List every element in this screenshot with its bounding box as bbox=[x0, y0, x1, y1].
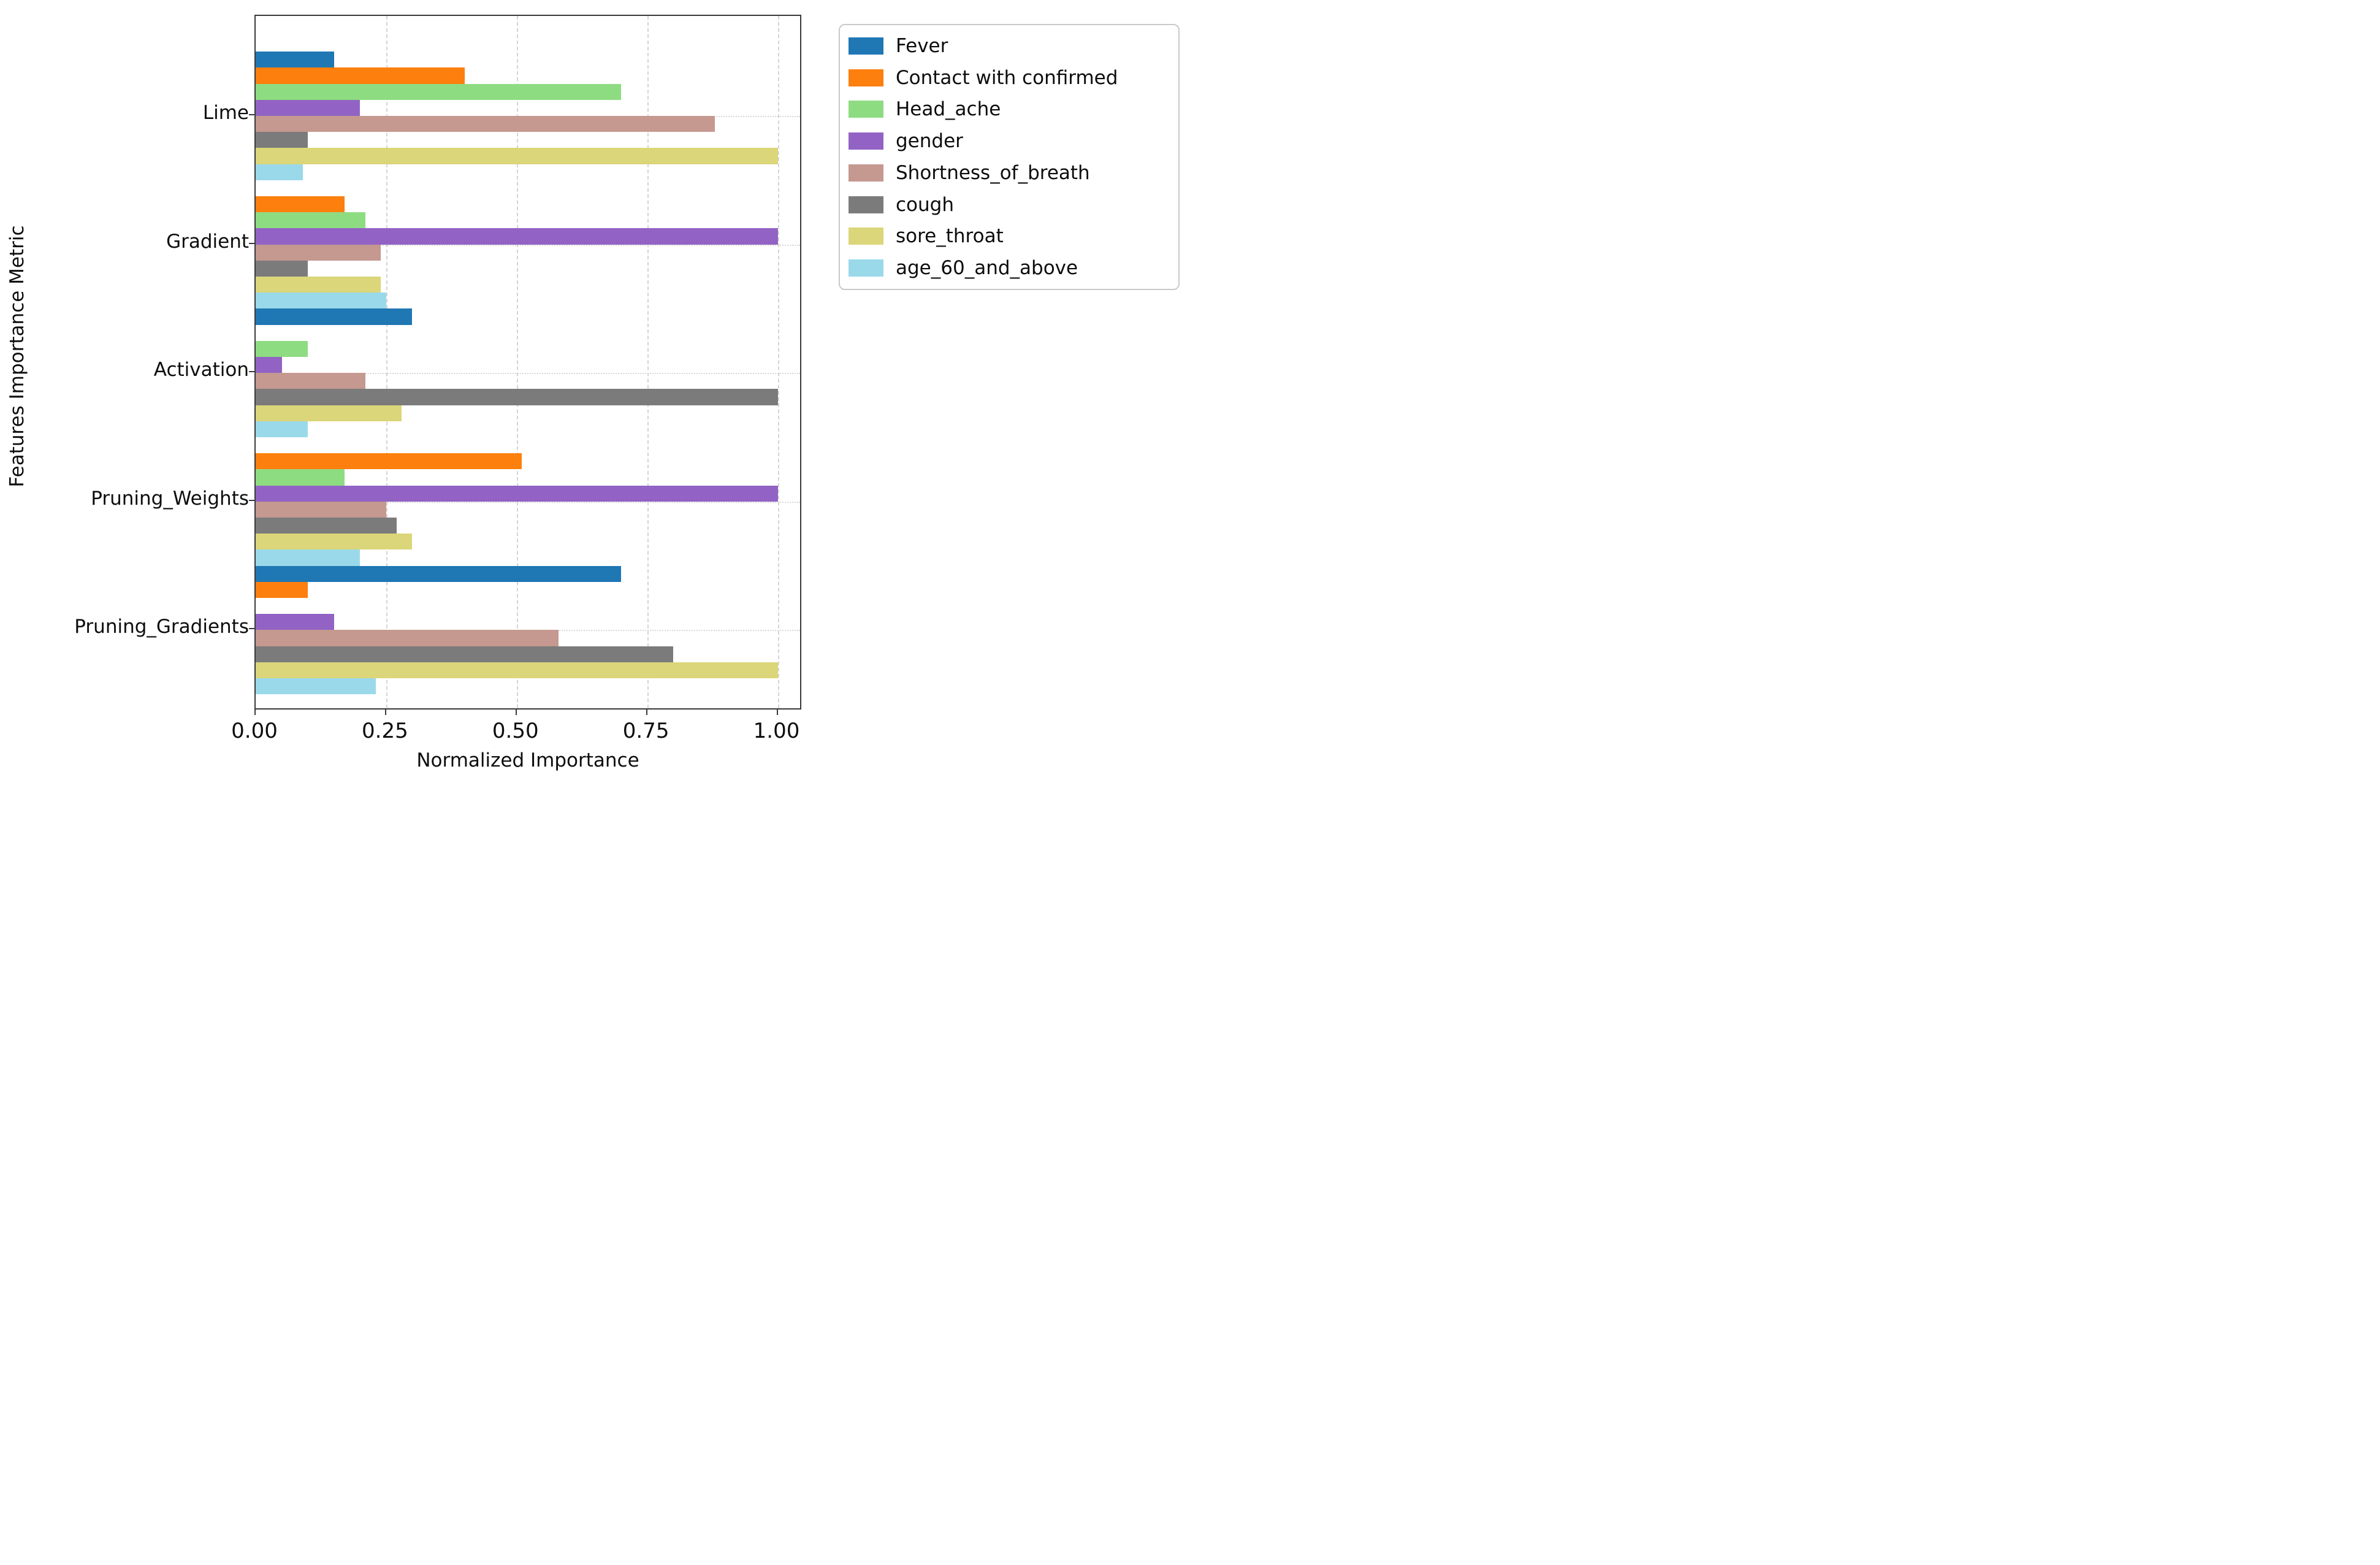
y-tick-label-Lime: Lime bbox=[202, 102, 249, 124]
y-gridline-Pruning_Weights bbox=[256, 501, 800, 503]
y-tick-mark-Gradient bbox=[249, 242, 254, 244]
legend-label-cough: cough bbox=[896, 193, 954, 216]
bar-Pruning_Weights-Contact with confirmed bbox=[256, 453, 522, 470]
bar-Pruning_Weights-gender bbox=[256, 485, 778, 502]
bar-Lime-Head_ache bbox=[256, 83, 622, 100]
x-tick-mark-1.00 bbox=[776, 710, 778, 715]
bar-Pruning_Gradients-gender bbox=[256, 614, 334, 630]
bar-Pruning_Weights-Head_ache bbox=[256, 469, 345, 486]
y-tick-mark-Pruning_Gradients bbox=[249, 628, 254, 630]
bar-Activation-age_60_and_above bbox=[256, 421, 308, 437]
x-tick-mark-0.25 bbox=[384, 710, 386, 715]
y-tick-mark-Pruning_Weights bbox=[249, 499, 254, 501]
bar-Gradient-gender bbox=[256, 228, 778, 245]
legend-item-Fever: Fever bbox=[849, 33, 1172, 59]
bar-Activation-Fever bbox=[256, 308, 413, 325]
y-tick-label-Activation: Activation bbox=[153, 359, 249, 381]
y-tick-label-Gradient: Gradient bbox=[166, 230, 249, 253]
bar-Activation-Head_ache bbox=[256, 340, 308, 357]
bar-Activation-sore_throat bbox=[256, 405, 402, 421]
figure: 0.00 0.25 0.50 0.75 1.00 Lime Gradient Activati… bbox=[0, 0, 1190, 782]
legend-label-Fever: Fever bbox=[896, 35, 948, 57]
bar-Gradient-Shortness_of_breath bbox=[256, 244, 381, 261]
bar-Lime-Fever bbox=[256, 52, 334, 68]
bar-Gradient-cough bbox=[256, 260, 308, 277]
x-gridline-0.75 bbox=[647, 16, 649, 708]
x-tick-label-0.25: 0.25 bbox=[362, 719, 408, 743]
y-gridline-Activation bbox=[256, 373, 800, 375]
x-tick-mark-0.75 bbox=[646, 710, 647, 715]
x-gridline-1.00 bbox=[777, 16, 779, 708]
x-tick-label-0.75: 0.75 bbox=[622, 719, 669, 743]
x-tick-label-0.00: 0.00 bbox=[231, 719, 278, 743]
legend-item-sore_throat: sore_throat bbox=[849, 223, 1172, 250]
x-tick-mark-0.00 bbox=[254, 710, 256, 715]
bar-Activation-cough bbox=[256, 389, 778, 405]
bar-Pruning_Weights-age_60_and_above bbox=[256, 549, 360, 566]
legend-item-age_60_and_above: age_60_and_above bbox=[849, 254, 1172, 281]
x-gridline-0.50 bbox=[516, 16, 518, 708]
bar-Gradient-Head_ache bbox=[256, 212, 365, 229]
bar-Pruning_Weights-sore_throat bbox=[256, 534, 413, 550]
legend-label-age_60_and_above: age_60_and_above bbox=[896, 256, 1078, 279]
legend-label-Head_ache: Head_ache bbox=[896, 98, 1001, 121]
y-tick-mark-Lime bbox=[249, 114, 254, 115]
legend-swatch-cough bbox=[849, 196, 883, 213]
x-axis-title: Normalized Importance bbox=[416, 749, 639, 771]
legend-label-Shortness_of_breath: Shortness_of_breath bbox=[896, 161, 1090, 184]
bar-Activation-Shortness_of_breath bbox=[256, 373, 365, 389]
legend-swatch-age_60_and_above bbox=[849, 259, 883, 277]
bar-Gradient-Contact with confirmed bbox=[256, 196, 345, 213]
bar-Pruning_Gradients-cough bbox=[256, 646, 674, 662]
bar-Pruning_Gradients-Shortness_of_breath bbox=[256, 630, 559, 646]
plot-area bbox=[254, 15, 801, 710]
legend-swatch-Contact with confirmed bbox=[849, 69, 883, 86]
y-axis-title: Features Importance Metric bbox=[6, 225, 28, 488]
x-tick-mark-0.50 bbox=[515, 710, 517, 715]
legend-item-Shortness_of_breath: Shortness_of_breath bbox=[849, 159, 1172, 186]
y-gridline-Gradient bbox=[256, 244, 800, 246]
bar-Lime-Contact with confirmed bbox=[256, 67, 465, 84]
legend-label-Contact with confirmed: Contact with confirmed bbox=[896, 66, 1118, 89]
bar-Gradient-sore_throat bbox=[256, 277, 381, 293]
bar-Lime-sore_throat bbox=[256, 148, 778, 164]
legend-item-Head_ache: Head_ache bbox=[849, 96, 1172, 123]
legend-swatch-gender bbox=[849, 132, 883, 150]
bar-Lime-gender bbox=[256, 99, 360, 116]
bar-Pruning_Gradients-Fever bbox=[256, 565, 622, 582]
bar-Pruning_Gradients-sore_throat bbox=[256, 662, 778, 678]
bar-Activation-gender bbox=[256, 357, 282, 373]
x-gridline-0.25 bbox=[386, 16, 387, 708]
legend-label-sore_throat: sore_throat bbox=[896, 225, 1004, 248]
legend-swatch-sore_throat bbox=[849, 228, 883, 245]
y-tick-mark-Activation bbox=[249, 371, 254, 373]
y-tick-label-Pruning_Gradients: Pruning_Gradients bbox=[74, 616, 249, 638]
bar-Lime-cough bbox=[256, 132, 308, 148]
bar-Pruning_Weights-cough bbox=[256, 518, 397, 534]
bar-Pruning_Gradients-Contact with confirmed bbox=[256, 581, 308, 598]
legend-item-Contact with confirmed: Contact with confirmed bbox=[849, 64, 1172, 91]
legend-item-gender: gender bbox=[849, 128, 1172, 155]
x-tick-label-1.00: 1.00 bbox=[753, 719, 800, 743]
bar-Lime-Shortness_of_breath bbox=[256, 116, 715, 132]
bar-Pruning_Gradients-age_60_and_above bbox=[256, 678, 376, 695]
legend-swatch-Shortness_of_breath bbox=[849, 164, 883, 182]
bar-Lime-age_60_and_above bbox=[256, 164, 303, 180]
bar-Gradient-age_60_and_above bbox=[256, 293, 386, 309]
legend-label-gender: gender bbox=[896, 130, 963, 153]
legend-item-cough: cough bbox=[849, 191, 1172, 218]
y-tick-label-Pruning_Weights: Pruning_Weights bbox=[91, 487, 249, 510]
legend-swatch-Fever bbox=[849, 37, 883, 55]
bar-Pruning_Weights-Shortness_of_breath bbox=[256, 501, 386, 518]
legend-swatch-Head_ache bbox=[849, 101, 883, 118]
x-tick-label-0.50: 0.50 bbox=[492, 719, 539, 743]
